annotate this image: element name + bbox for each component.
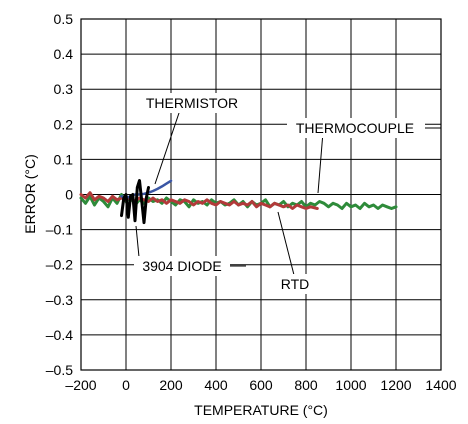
x-tick-label: 1000	[335, 377, 366, 393]
diode-label-bg	[134, 256, 230, 276]
x-tick-label: 600	[249, 377, 273, 393]
x-tick-label: –200	[65, 377, 96, 393]
x-tick-label: 200	[159, 377, 183, 393]
x-tick-label: 800	[294, 377, 318, 393]
y-tick-labels: –0.5 –0.4 –0.3 –0.2 –0.1 0 0.1 0.2 0.3 0.4 0.5	[46, 11, 73, 378]
y-tick-label: –0.1	[46, 222, 73, 238]
thermistor-label-bg	[138, 93, 246, 113]
grid	[80, 18, 442, 371]
y-tick-label: –0.4	[46, 327, 73, 343]
diode-leader-line	[135, 225, 140, 258]
thermocouple-label-bg	[287, 118, 425, 138]
y-tick-label: 0.2	[54, 116, 74, 132]
thermocouple-label: THERMOCOUPLE	[296, 120, 414, 136]
diode-label: 3904 DIODE	[142, 258, 221, 274]
series-line-rtd	[79, 191, 319, 210]
x-tick-label: 1200	[380, 377, 411, 393]
rtd-label-bg	[276, 274, 314, 294]
y-tick-label: 0	[65, 187, 73, 203]
y-tick-label: –0.2	[46, 257, 73, 273]
x-axis-title: TEMPERATURE (°C)	[194, 402, 328, 418]
rtd-label: RTD	[281, 276, 310, 292]
y-tick-label: 0.3	[54, 81, 74, 97]
thermocouple-leader-line	[317, 131, 324, 194]
y-tick-label: 0.1	[54, 151, 74, 167]
y-tick-label: 0.5	[54, 11, 74, 27]
x-tick-label: 1400	[425, 377, 456, 393]
y-tick-label: 0.4	[54, 46, 74, 62]
x-tick-labels: –200 0 200 400 600 800 1000 1200 1400	[65, 377, 456, 393]
thermistor-leader-line	[154, 109, 181, 185]
y-tick-label: –0.5	[46, 362, 73, 378]
x-tick-label: 0	[122, 377, 130, 393]
annotations: THERMISTOR THERMOCOUPLE 3904 DIODE RTD	[134, 93, 441, 294]
series-line-3904-diode	[120, 179, 150, 225]
rtd-leader-line	[277, 211, 295, 276]
y-tick-label: –0.3	[46, 292, 73, 308]
y-axis-title: ERROR (°C)	[22, 154, 38, 233]
thermistor-label: THERMISTOR	[146, 95, 238, 111]
series-group	[79, 179, 398, 225]
x-tick-label: 400	[204, 377, 228, 393]
